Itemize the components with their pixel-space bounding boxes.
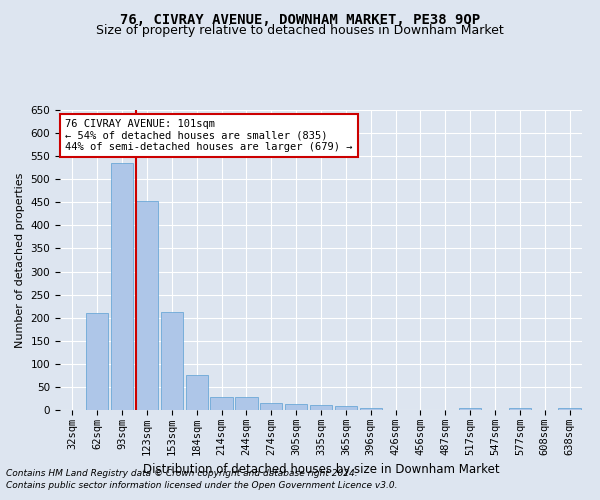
Bar bbox=[459, 408, 481, 410]
Bar bbox=[136, 202, 158, 410]
Bar bbox=[260, 402, 283, 410]
Bar bbox=[310, 406, 332, 410]
Text: Size of property relative to detached houses in Downham Market: Size of property relative to detached ho… bbox=[96, 24, 504, 37]
Bar bbox=[211, 397, 233, 410]
Text: Contains HM Land Registry data © Crown copyright and database right 2024.: Contains HM Land Registry data © Crown c… bbox=[6, 468, 358, 477]
Bar bbox=[235, 397, 257, 410]
Text: 76 CIVRAY AVENUE: 101sqm
← 54% of detached houses are smaller (835)
44% of semi-: 76 CIVRAY AVENUE: 101sqm ← 54% of detach… bbox=[65, 119, 353, 152]
Bar bbox=[359, 408, 382, 410]
Y-axis label: Number of detached properties: Number of detached properties bbox=[15, 172, 25, 348]
X-axis label: Distribution of detached houses by size in Downham Market: Distribution of detached houses by size … bbox=[143, 464, 499, 476]
Bar bbox=[285, 404, 307, 410]
Bar bbox=[86, 313, 109, 410]
Bar bbox=[161, 312, 183, 410]
Bar bbox=[509, 408, 531, 410]
Text: 76, CIVRAY AVENUE, DOWNHAM MARKET, PE38 9QP: 76, CIVRAY AVENUE, DOWNHAM MARKET, PE38 … bbox=[120, 12, 480, 26]
Bar bbox=[559, 408, 581, 410]
Bar bbox=[335, 406, 357, 410]
Bar bbox=[185, 376, 208, 410]
Bar bbox=[111, 163, 133, 410]
Text: Contains public sector information licensed under the Open Government Licence v3: Contains public sector information licen… bbox=[6, 481, 398, 490]
